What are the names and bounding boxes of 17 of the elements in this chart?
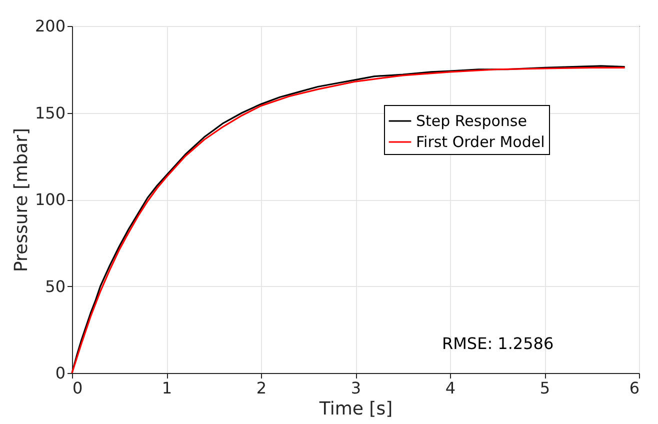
y-tick-label: 200 [34,16,66,36]
legend-label: Step Response [416,112,527,130]
legend-label: First Order Model [416,133,545,151]
y-tick-label: 150 [34,103,66,122]
x-tick-label: 2 [256,378,267,398]
y-axis-title: Pressure [mbar] [10,128,32,272]
x-tick-label: 6 [629,378,640,398]
y-tick-label: 100 [34,190,66,209]
x-tick-label: 3 [350,378,362,398]
x-tick-label: 4 [445,378,456,398]
annotation: RMSE: 1.2586 [442,334,554,353]
x-tick-label: 0 [72,378,83,398]
y-tick-label: 0 [55,364,66,382]
y-tick-label: 50 [45,276,66,296]
x-tick-label: 5 [540,378,550,398]
x-tick-label: 1 [162,378,172,398]
x-axis-title: Time [s] [318,398,393,420]
